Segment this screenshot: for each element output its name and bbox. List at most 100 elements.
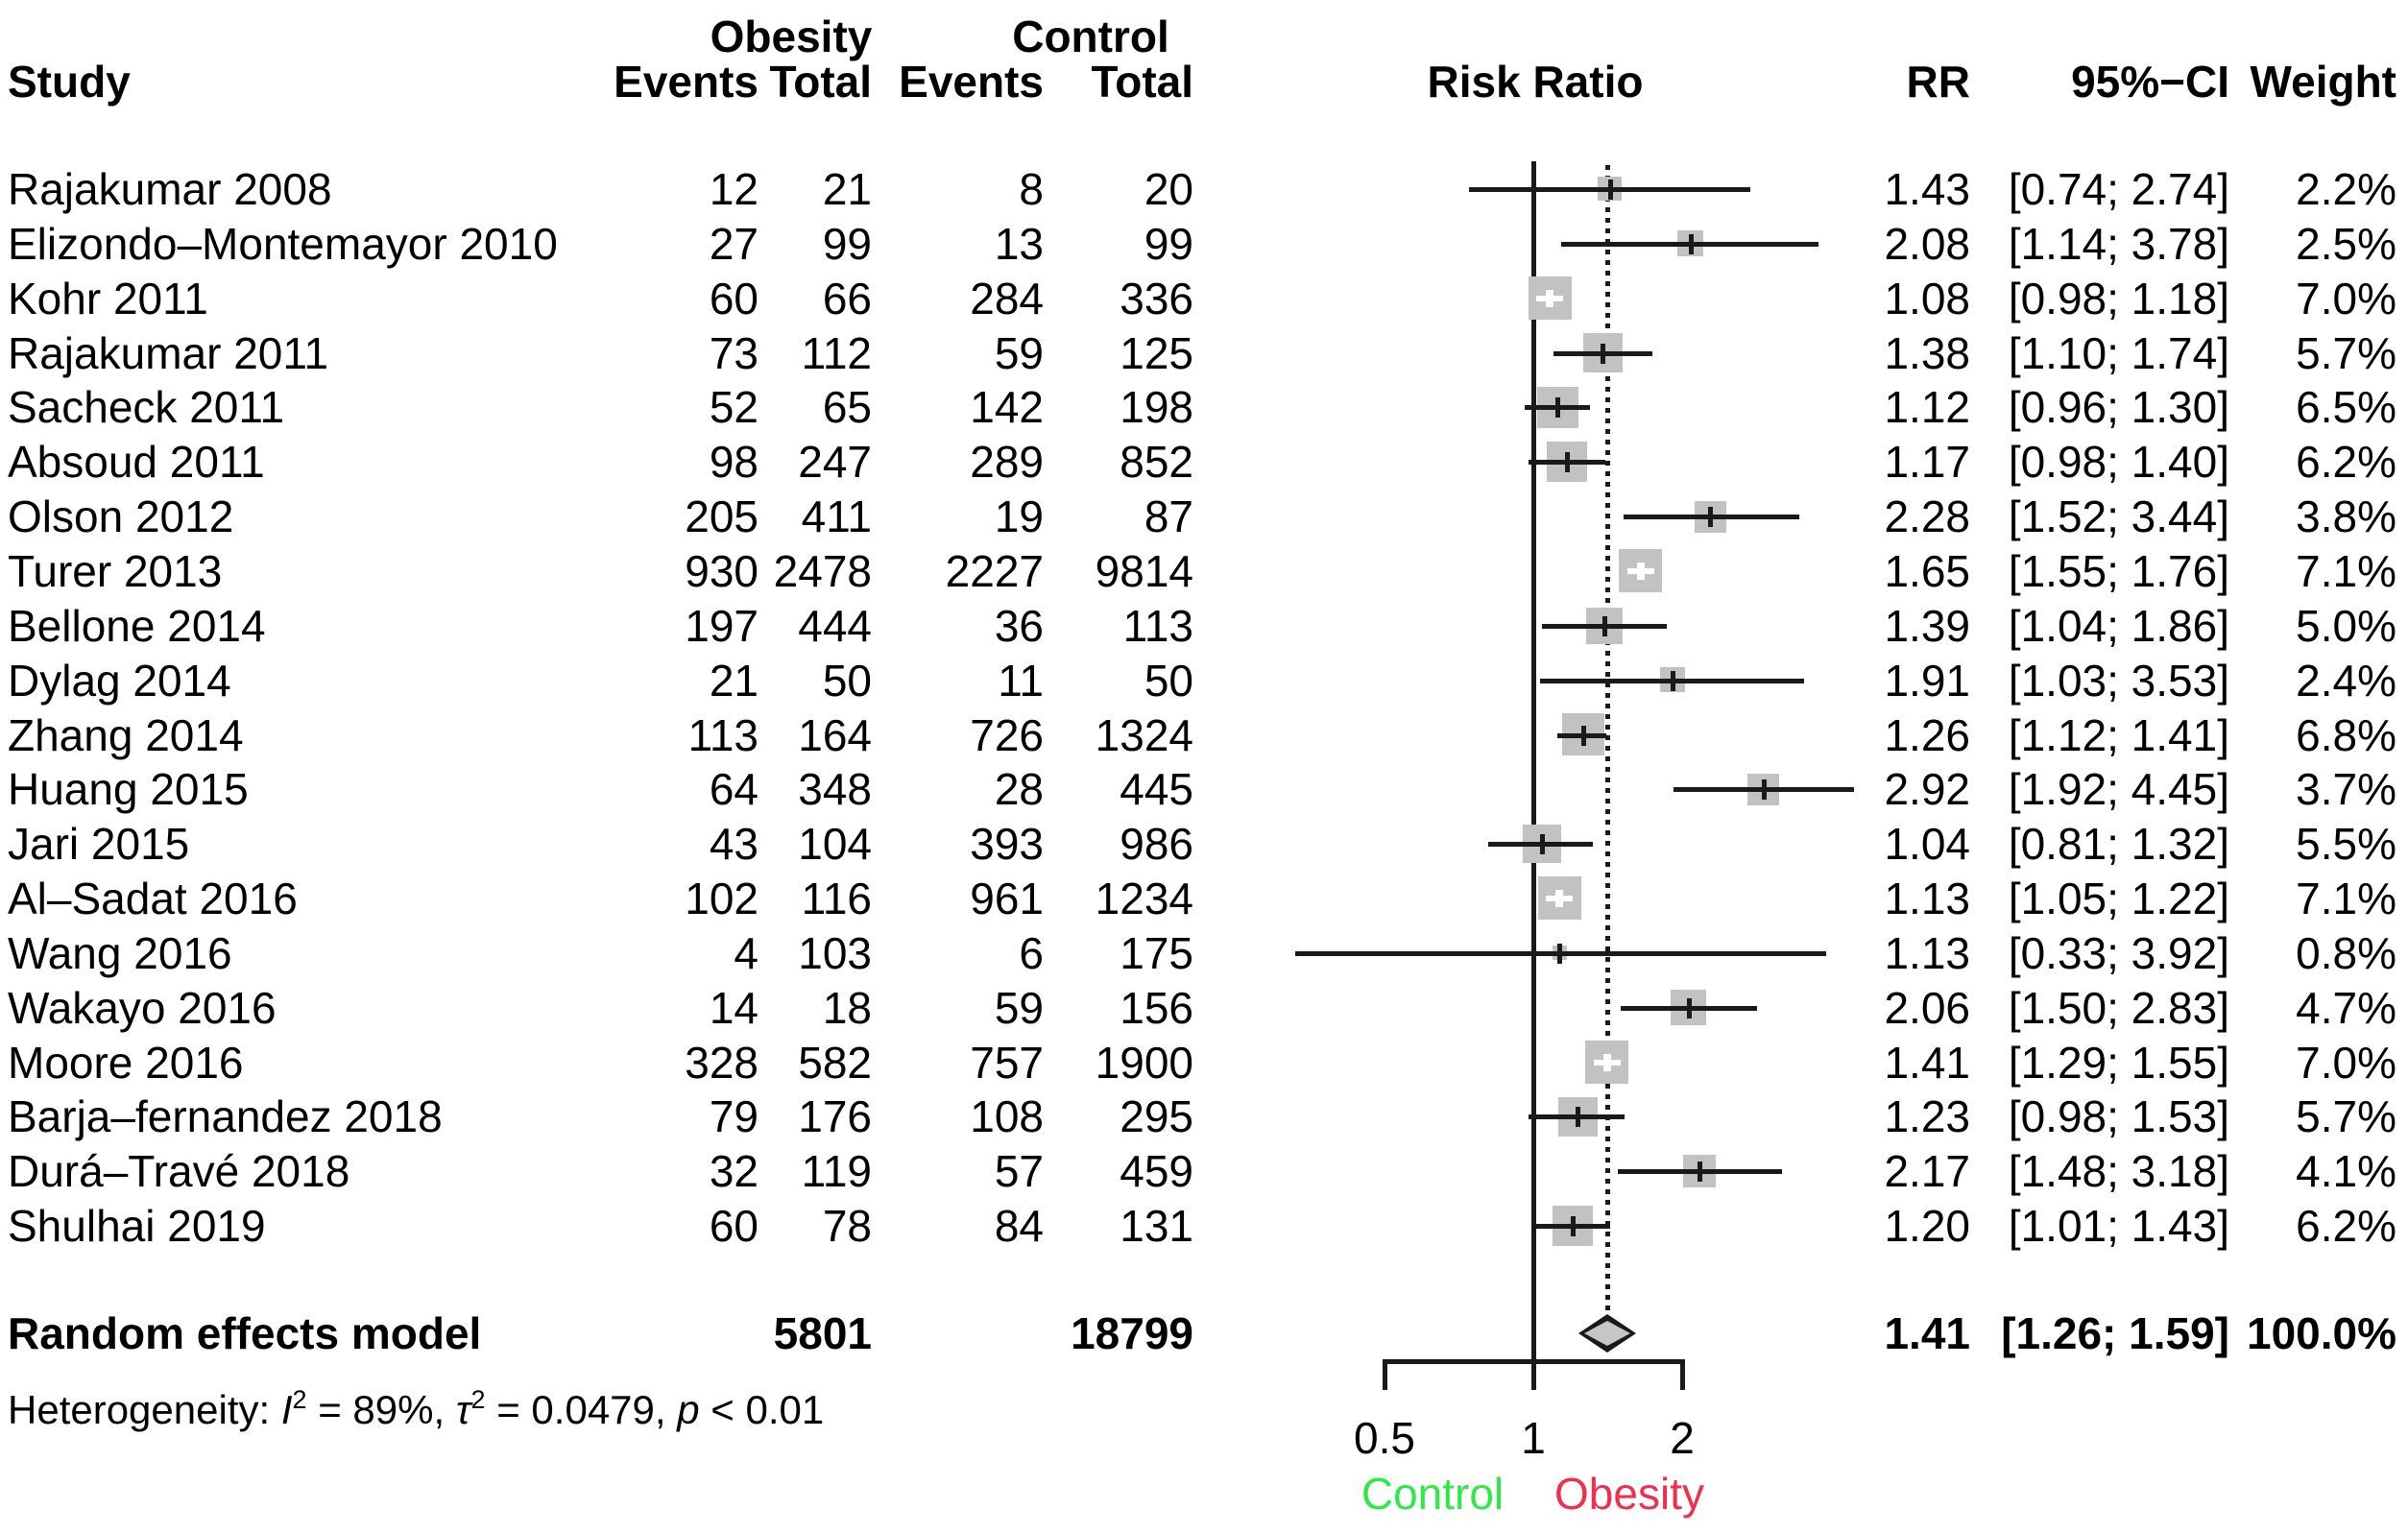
weight-value: 7.0% <box>2296 274 2396 323</box>
study-name: Huang 2015 <box>8 764 249 814</box>
rr-value: 2.92 <box>1884 764 1970 814</box>
ci-value: [1.92; 4.45] <box>2008 764 2229 814</box>
study-name: Durá–Travé 2018 <box>8 1146 350 1196</box>
obesity-total-value: 104 <box>798 819 872 869</box>
control-events-value: 6 <box>1019 928 1044 978</box>
weight-value: 0.8% <box>2296 928 2396 978</box>
control-events-value: 11 <box>998 656 1044 706</box>
summary-rr-value: 1.41 <box>1884 1308 1970 1358</box>
summary-ci-value: [1.26; 1.59] <box>2001 1308 2229 1358</box>
control-events-value: 59 <box>994 983 1044 1033</box>
weight-value: 2.5% <box>2296 219 2396 269</box>
rr-value: 1.13 <box>1884 928 1970 978</box>
obesity-total-value: 582 <box>798 1038 872 1088</box>
obesity-events-value: 21 <box>709 656 759 706</box>
obesity-total-value: 65 <box>822 382 872 432</box>
control-total-value: 99 <box>1144 219 1193 269</box>
control-total-value: 9814 <box>1095 546 1193 596</box>
ci-value: [1.55; 1.76] <box>2008 546 2229 596</box>
obesity-events-value: 73 <box>709 328 759 378</box>
obesity-events-value: 52 <box>709 382 759 432</box>
control-total-value: 113 <box>1122 601 1193 651</box>
study-name: Rajakumar 2008 <box>8 164 332 214</box>
rr-value: 2.17 <box>1884 1146 1970 1196</box>
obesity-events-value: 102 <box>685 874 759 923</box>
heterogeneity-segment: τ <box>455 1387 471 1432</box>
obesity-total-value: 2478 <box>773 546 872 596</box>
column-header-control-group: Control <box>1012 12 1169 61</box>
rr-value: 1.65 <box>1884 546 1970 596</box>
weight-value: 5.0% <box>2296 601 2396 651</box>
control-events-value: 2227 <box>945 546 1044 596</box>
obesity-events-value: 197 <box>685 601 759 651</box>
heterogeneity-text: Heterogeneity: I2 = 89%, τ2 = 0.0479, p … <box>8 1377 824 1432</box>
ci-value: [1.03; 3.53] <box>2008 656 2229 706</box>
point-estimate-tick <box>1557 944 1562 964</box>
study-name: Moore 2016 <box>8 1038 244 1088</box>
obesity-total-value: 444 <box>798 601 872 651</box>
ci-value: [1.12; 1.41] <box>2008 710 2229 760</box>
obesity-events-value: 43 <box>709 819 759 869</box>
study-name: Kohr 2011 <box>8 274 208 323</box>
column-header-obesity-group: Obesity <box>710 12 873 61</box>
control-events-value: 142 <box>970 382 1044 432</box>
control-events-value: 757 <box>970 1038 1044 1088</box>
obesity-events-value: 12 <box>709 164 759 214</box>
control-total-value: 156 <box>1120 983 1193 1033</box>
point-estimate-tick <box>1581 726 1586 746</box>
ci-value: [1.50; 2.83] <box>2008 983 2229 1033</box>
obesity-events-value: 60 <box>709 274 759 323</box>
control-events-value: 8 <box>1019 164 1044 214</box>
point-estimate-tick <box>1571 1216 1576 1236</box>
point-estimate-marker <box>1546 290 1553 307</box>
control-events-value: 57 <box>994 1146 1044 1196</box>
point-estimate-tick <box>1708 507 1713 527</box>
weight-value: 7.1% <box>2296 874 2396 923</box>
control-events-value: 726 <box>970 710 1044 760</box>
obesity-total-value: 176 <box>798 1091 872 1141</box>
study-name: Jari 2015 <box>8 819 190 869</box>
control-total-value: 131 <box>1120 1201 1193 1251</box>
obesity-events-value: 14 <box>709 983 759 1033</box>
point-estimate-tick <box>1602 616 1607 636</box>
obesity-events-value: 32 <box>709 1146 759 1196</box>
weight-value: 6.2% <box>2296 1201 2396 1251</box>
control-total-value: 295 <box>1120 1091 1193 1141</box>
control-total-value: 1234 <box>1095 874 1193 923</box>
obesity-direction-label: Obesity <box>1554 1469 1704 1519</box>
summary-model-label: Random effects model <box>8 1308 482 1358</box>
ci-value: [1.04; 1.86] <box>2008 601 2229 651</box>
control-events-value: 59 <box>994 328 1044 378</box>
weight-value: 2.4% <box>2296 656 2396 706</box>
rr-value: 1.04 <box>1884 819 1970 869</box>
study-name: Elizondo–Montemayor 2010 <box>8 219 558 269</box>
column-header-95ci: 95%−CI <box>2071 57 2229 107</box>
control-total-value: 198 <box>1120 382 1193 432</box>
rr-value: 2.28 <box>1884 491 1970 541</box>
ci-value: [1.14; 3.78] <box>2008 219 2229 269</box>
ci-value: [0.81; 1.32] <box>2008 819 2229 869</box>
heterogeneity-segment: 2 <box>470 1385 486 1414</box>
rr-value: 1.38 <box>1884 328 1970 378</box>
control-total-value: 20 <box>1144 164 1193 214</box>
rr-value: 1.41 <box>1884 1038 1970 1088</box>
obesity-events-value: 27 <box>709 219 759 269</box>
weight-value: 2.2% <box>2296 164 2396 214</box>
ci-value: [1.29; 1.55] <box>2008 1038 2229 1088</box>
obesity-total-value: 21 <box>822 164 872 214</box>
heterogeneity-segment: = 0.0479, <box>485 1387 678 1432</box>
point-estimate-tick <box>1698 1162 1702 1182</box>
ci-value: [0.74; 2.74] <box>2008 164 2229 214</box>
study-name: Sacheck 2011 <box>8 382 285 432</box>
obesity-total-value: 78 <box>822 1201 872 1251</box>
study-name: Zhang 2014 <box>8 710 244 760</box>
heterogeneity-segment: = 89%, <box>306 1387 456 1432</box>
obesity-total-value: 411 <box>801 491 872 541</box>
control-total-value: 1324 <box>1095 710 1193 760</box>
study-name: Absoud 2011 <box>8 437 265 487</box>
rr-value: 1.12 <box>1884 382 1970 432</box>
obesity-total-value: 18 <box>822 983 872 1033</box>
control-total-value: 445 <box>1120 764 1193 814</box>
obesity-total-value: 103 <box>798 928 872 978</box>
weight-value: 4.1% <box>2296 1146 2396 1196</box>
